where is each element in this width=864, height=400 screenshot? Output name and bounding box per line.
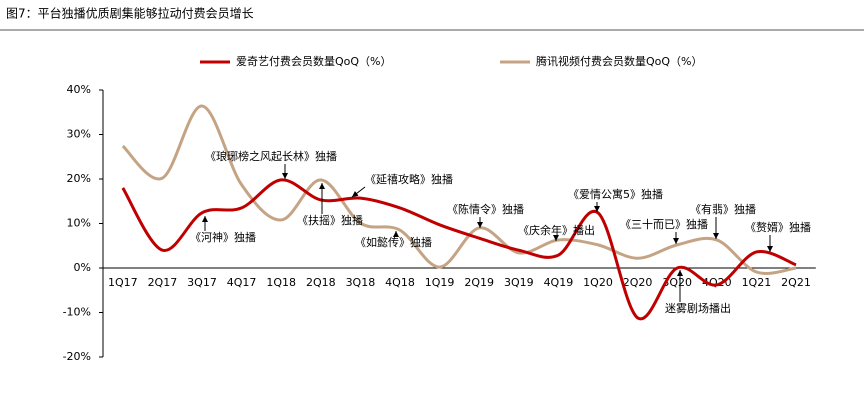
chart-title: 图7：平台独播优质剧集能够拉动付费会员增长	[6, 6, 254, 21]
x-tick-label: 2Q21	[781, 276, 811, 289]
x-tick-label: 4Q20	[702, 276, 732, 289]
legend-label: 爱奇艺付费会员数量QoQ（%）	[236, 55, 392, 68]
x-tick-label: 2Q20	[623, 276, 653, 289]
annotation: 迷雾剧场播出	[665, 301, 731, 315]
y-tick-label: -20%	[63, 350, 91, 363]
annotation: 《陈情令》独播	[447, 202, 524, 216]
annotation-arrow	[351, 186, 366, 198]
y-tick-label: 10%	[67, 217, 91, 230]
legend-label: 腾讯视频付费会员数量QoQ（%）	[536, 54, 703, 68]
annotation: 《赘婿》独播	[745, 220, 811, 234]
y-tick-label: 30%	[67, 128, 91, 141]
annotation: 《庆余年》播出	[518, 223, 595, 237]
y-tick-label: -10%	[63, 306, 91, 319]
annotation: 《河神》独播	[190, 230, 256, 244]
y-tick-label: 20%	[67, 172, 91, 185]
y-tick-label: 0%	[74, 261, 91, 274]
x-tick-label: 3Q17	[187, 276, 217, 289]
x-tick-label: 1Q20	[583, 276, 613, 289]
x-tick-label: 1Q21	[742, 276, 772, 289]
annotation: 《三十而已》独播	[620, 217, 708, 231]
annotation: 《延禧攻略》独播	[365, 172, 453, 186]
series-line	[121, 104, 797, 275]
annotation: 《如懿传》独播	[355, 235, 432, 249]
x-tick-label: 2Q17	[148, 276, 178, 289]
y-tick-label: 40%	[67, 83, 91, 96]
x-tick-label: 1Q17	[108, 276, 138, 289]
x-tick-label: 3Q19	[504, 276, 534, 289]
x-tick-label: 1Q19	[425, 276, 455, 289]
x-tick-label: 4Q19	[544, 276, 574, 289]
annotation: 《扶摇》独播	[297, 213, 363, 227]
annotation: 《有翡》独播	[690, 202, 756, 216]
x-tick-label: 2Q18	[306, 276, 336, 289]
x-tick-label: 3Q18	[346, 276, 376, 289]
x-tick-label: 2Q19	[464, 276, 494, 289]
annotation: 《琅琊榜之风起长林》独播	[205, 149, 337, 163]
series-line	[121, 178, 797, 321]
x-tick-label: 3Q20	[662, 276, 692, 289]
x-tick-label: 4Q17	[227, 276, 257, 289]
x-tick-label: 4Q18	[385, 276, 415, 289]
annotation: 《爱情公寓5》独播	[568, 187, 663, 201]
x-tick-label: 1Q18	[266, 276, 296, 289]
